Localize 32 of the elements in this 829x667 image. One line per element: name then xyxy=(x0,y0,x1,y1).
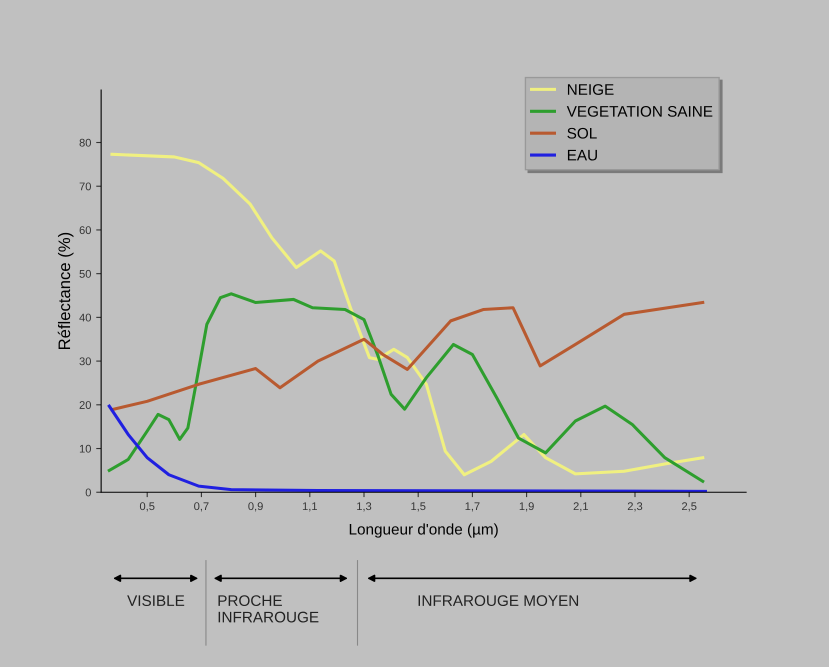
y-tick-label: 10 xyxy=(80,444,91,453)
x-tick-label: 1,9 xyxy=(520,502,534,512)
text: INFRAROUGE MOYEN xyxy=(418,595,578,606)
y-axis-title: Réflectance (%) xyxy=(58,232,74,350)
y-tick-label: 50 xyxy=(80,270,91,278)
x-axis-title: Longueur d'onde (µm) xyxy=(350,523,498,538)
line-series xyxy=(108,292,704,483)
y-tick-label: 70 xyxy=(80,182,91,190)
x-tick-label: 2,3 xyxy=(628,502,642,512)
line-series xyxy=(108,404,707,492)
x-tick-label: 2,1 xyxy=(574,502,588,512)
legend-label: NEIGE xyxy=(568,84,614,95)
x-tick-label: 1,3 xyxy=(357,502,372,512)
x-tick-label: 0,9 xyxy=(248,502,263,512)
x-tick-label: 0,7 xyxy=(194,502,209,512)
x-tick-label: 1,5 xyxy=(411,502,426,512)
legend-label: VEGETATION SAINE xyxy=(566,106,712,117)
y-tick-label: 60 xyxy=(80,226,91,234)
y-tick-label: 80 xyxy=(80,138,91,147)
legend-label: SOL xyxy=(567,128,597,139)
legend-label: EAU xyxy=(568,150,597,161)
text: VISIBLE xyxy=(127,595,184,606)
line-series xyxy=(110,300,704,412)
x-tick-label: 1,7 xyxy=(466,502,480,512)
text: PROCHE INFRAROUGE xyxy=(218,595,318,622)
x-tick-label: 1,1 xyxy=(302,502,317,512)
y-tick-label: 30 xyxy=(79,357,91,366)
x-tick-label: 2,5 xyxy=(682,502,696,512)
x-tick-label: 0,5 xyxy=(140,502,154,512)
y-tick-label: 20 xyxy=(80,401,91,409)
y-tick-label: 0 xyxy=(86,488,91,496)
y-tick-label: 40 xyxy=(79,314,91,322)
